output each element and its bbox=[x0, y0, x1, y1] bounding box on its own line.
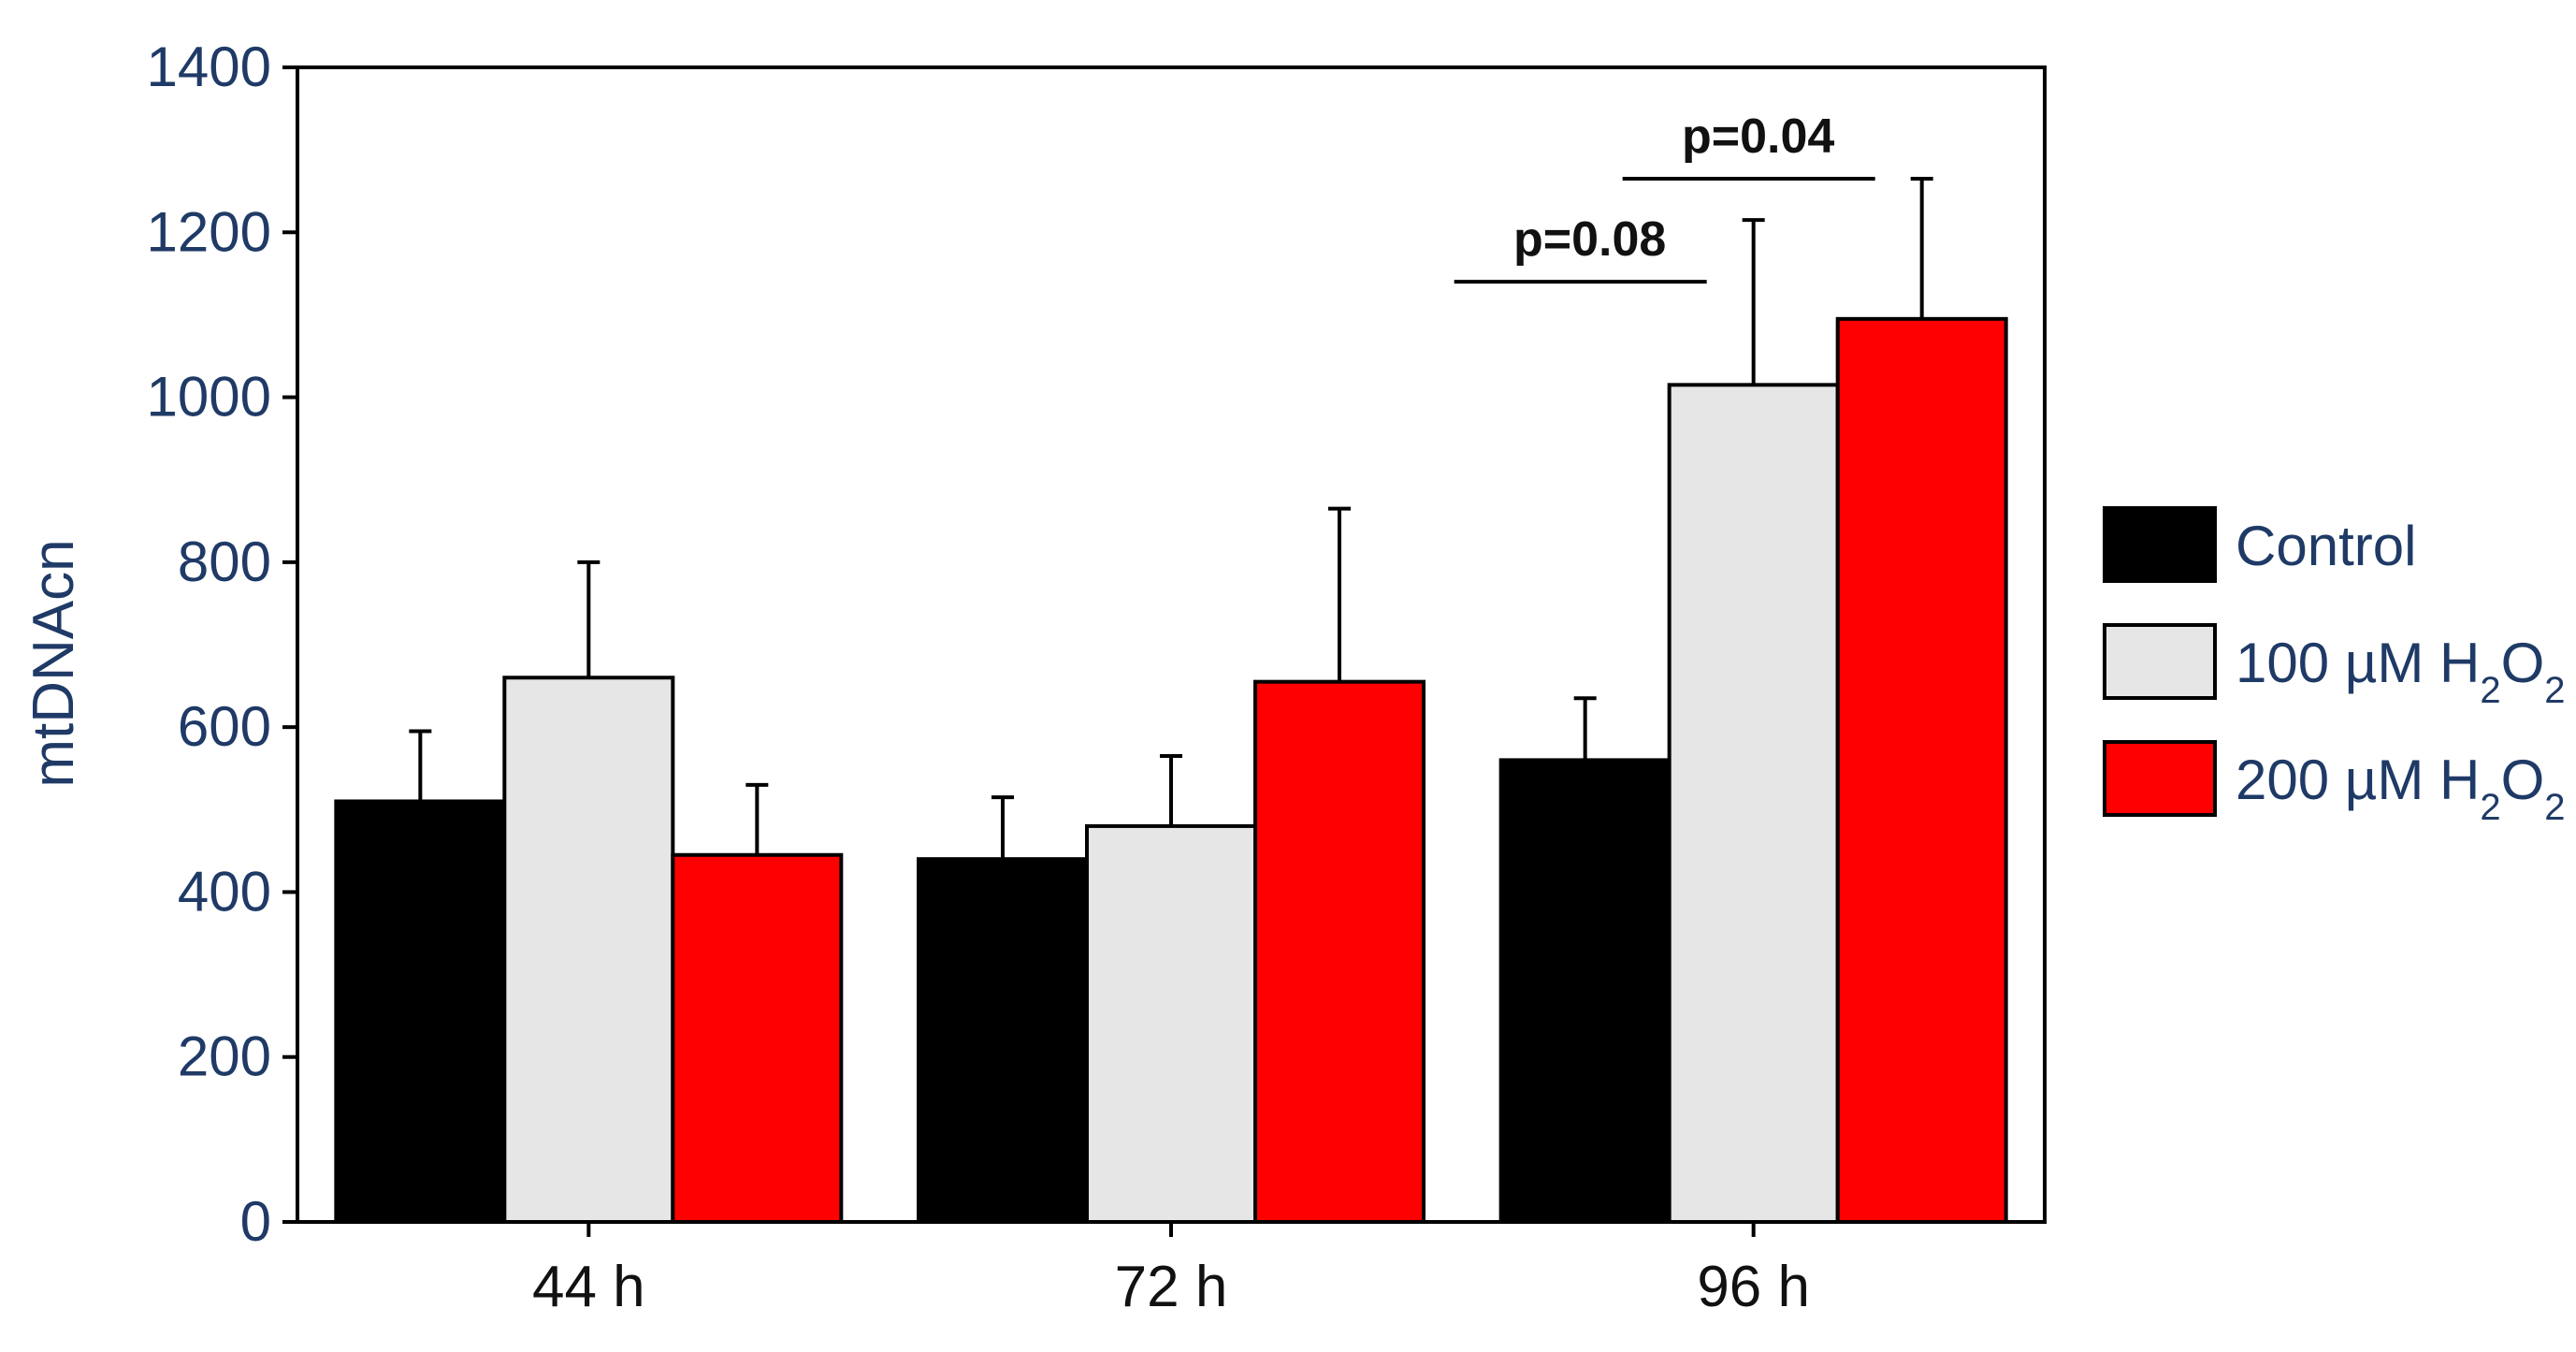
bar bbox=[334, 799, 507, 1224]
bar bbox=[502, 676, 675, 1224]
bar bbox=[917, 857, 1089, 1225]
bar bbox=[1498, 758, 1672, 1225]
bar bbox=[1085, 823, 1257, 1225]
y-tick-label: 0 bbox=[240, 1190, 271, 1253]
legend-label: 100 µM H2O2 bbox=[2236, 632, 2566, 711]
bar bbox=[671, 852, 844, 1224]
significance-label: p=0.08 bbox=[1513, 212, 1666, 267]
y-tick-label: 1400 bbox=[147, 36, 271, 98]
y-tick-label: 1200 bbox=[147, 200, 271, 263]
bar bbox=[1667, 383, 1840, 1225]
legend-label: 200 µM H2O2 bbox=[2236, 749, 2566, 828]
y-axis-label: mtDNAcn bbox=[22, 539, 86, 787]
y-tick-label: 400 bbox=[178, 860, 271, 923]
bar bbox=[1835, 316, 2008, 1225]
x-tick-label: 72 h bbox=[1115, 1255, 1228, 1319]
axes: 0 200 400 600 800 1000 1200 1400 44 h 72 h 96 h bbox=[147, 36, 2047, 1319]
annotations: p=0.04 p=0.08 bbox=[1454, 109, 1875, 284]
bar bbox=[1253, 679, 1425, 1224]
y-tick-label: 800 bbox=[178, 531, 271, 593]
legend: Control 100 µM H2O2 200 µM H2O2 bbox=[2103, 506, 2566, 828]
legend-swatch bbox=[2103, 506, 2217, 583]
legend-swatch bbox=[2103, 740, 2217, 817]
y-tick-label: 600 bbox=[178, 695, 271, 758]
legend-label: Control bbox=[2236, 515, 2416, 577]
x-tick-label: 96 h bbox=[1697, 1255, 1810, 1319]
x-tick-label: 44 h bbox=[532, 1255, 645, 1319]
legend-swatch bbox=[2103, 623, 2217, 700]
significance-label: p=0.04 bbox=[1682, 109, 1834, 164]
bars bbox=[334, 176, 2008, 1225]
y-tick-label: 1000 bbox=[147, 366, 271, 429]
y-tick-label: 200 bbox=[178, 1025, 271, 1088]
